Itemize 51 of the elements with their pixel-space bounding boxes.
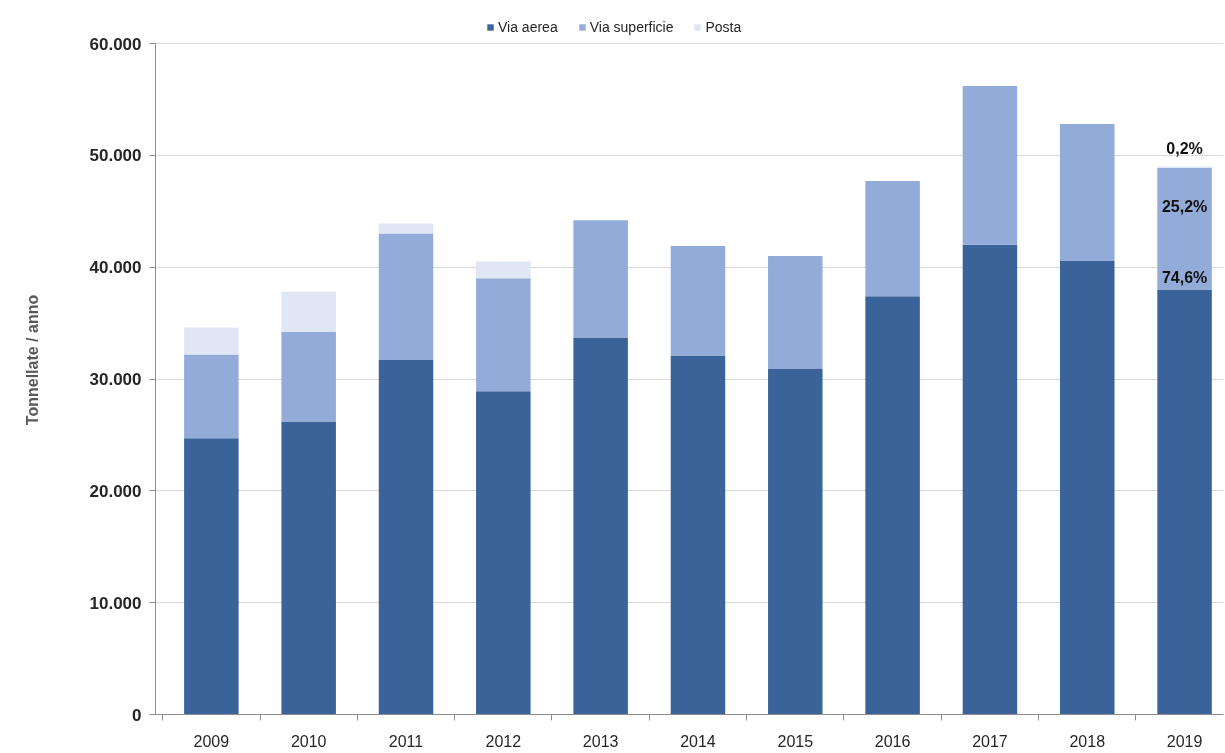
x-tick-label: 2013 bbox=[582, 732, 619, 750]
bar bbox=[1157, 167, 1212, 290]
bar bbox=[184, 327, 239, 355]
y-tick-label: 60.000 bbox=[89, 34, 142, 54]
x-tick-label: 2010 bbox=[290, 732, 327, 750]
annotation: 74,6% bbox=[1161, 268, 1208, 286]
y-tick-label: 40.000 bbox=[89, 258, 142, 278]
x-tick-label: 2018 bbox=[1069, 732, 1106, 750]
bar bbox=[768, 368, 823, 715]
x-tick-label: 2016 bbox=[874, 732, 911, 750]
x-tick-label: 2014 bbox=[680, 732, 716, 750]
bar bbox=[962, 244, 1018, 715]
bar bbox=[768, 255, 823, 369]
y-axis-title: Tonnellate / anno bbox=[23, 294, 41, 426]
y-tick-label: 20.000 bbox=[89, 481, 142, 501]
legend-label: Via aerea bbox=[498, 19, 558, 35]
y-tick-label: 0 bbox=[132, 705, 142, 725]
bar bbox=[476, 278, 531, 392]
x-tick-label: 2019 bbox=[1166, 732, 1203, 750]
bar bbox=[573, 337, 628, 715]
bar bbox=[378, 223, 434, 234]
x-tick-label: 2009 bbox=[193, 732, 230, 750]
bar bbox=[865, 296, 920, 715]
x-tick-label: 2012 bbox=[485, 732, 522, 750]
legend-label: Via superficie bbox=[589, 19, 674, 35]
bar bbox=[670, 355, 726, 715]
bar bbox=[476, 391, 531, 715]
bar bbox=[1157, 289, 1212, 715]
annotation: 25,2% bbox=[1161, 197, 1208, 215]
bar bbox=[476, 261, 531, 279]
y-tick-label: 30.000 bbox=[89, 370, 142, 389]
y-tick-label: 10.000 bbox=[89, 593, 142, 613]
bar bbox=[573, 220, 628, 338]
legend-label: Posta bbox=[705, 19, 742, 35]
bar bbox=[184, 354, 239, 439]
x-tick-label: 2017 bbox=[972, 732, 1008, 750]
x-tick-label: 2011 bbox=[388, 732, 424, 750]
annotation: 0,2% bbox=[1166, 139, 1203, 157]
y-tick-label: 50.000 bbox=[89, 146, 142, 166]
bar bbox=[281, 332, 336, 422]
bar bbox=[1060, 260, 1115, 715]
bar bbox=[670, 245, 726, 356]
x-tick-label: 2015 bbox=[777, 732, 814, 750]
bar bbox=[281, 291, 336, 333]
bar bbox=[865, 181, 920, 297]
bar bbox=[281, 421, 336, 715]
bar bbox=[1060, 124, 1115, 261]
bar bbox=[962, 86, 1018, 245]
bar bbox=[378, 233, 434, 360]
bar bbox=[184, 438, 239, 715]
bar bbox=[378, 359, 434, 715]
